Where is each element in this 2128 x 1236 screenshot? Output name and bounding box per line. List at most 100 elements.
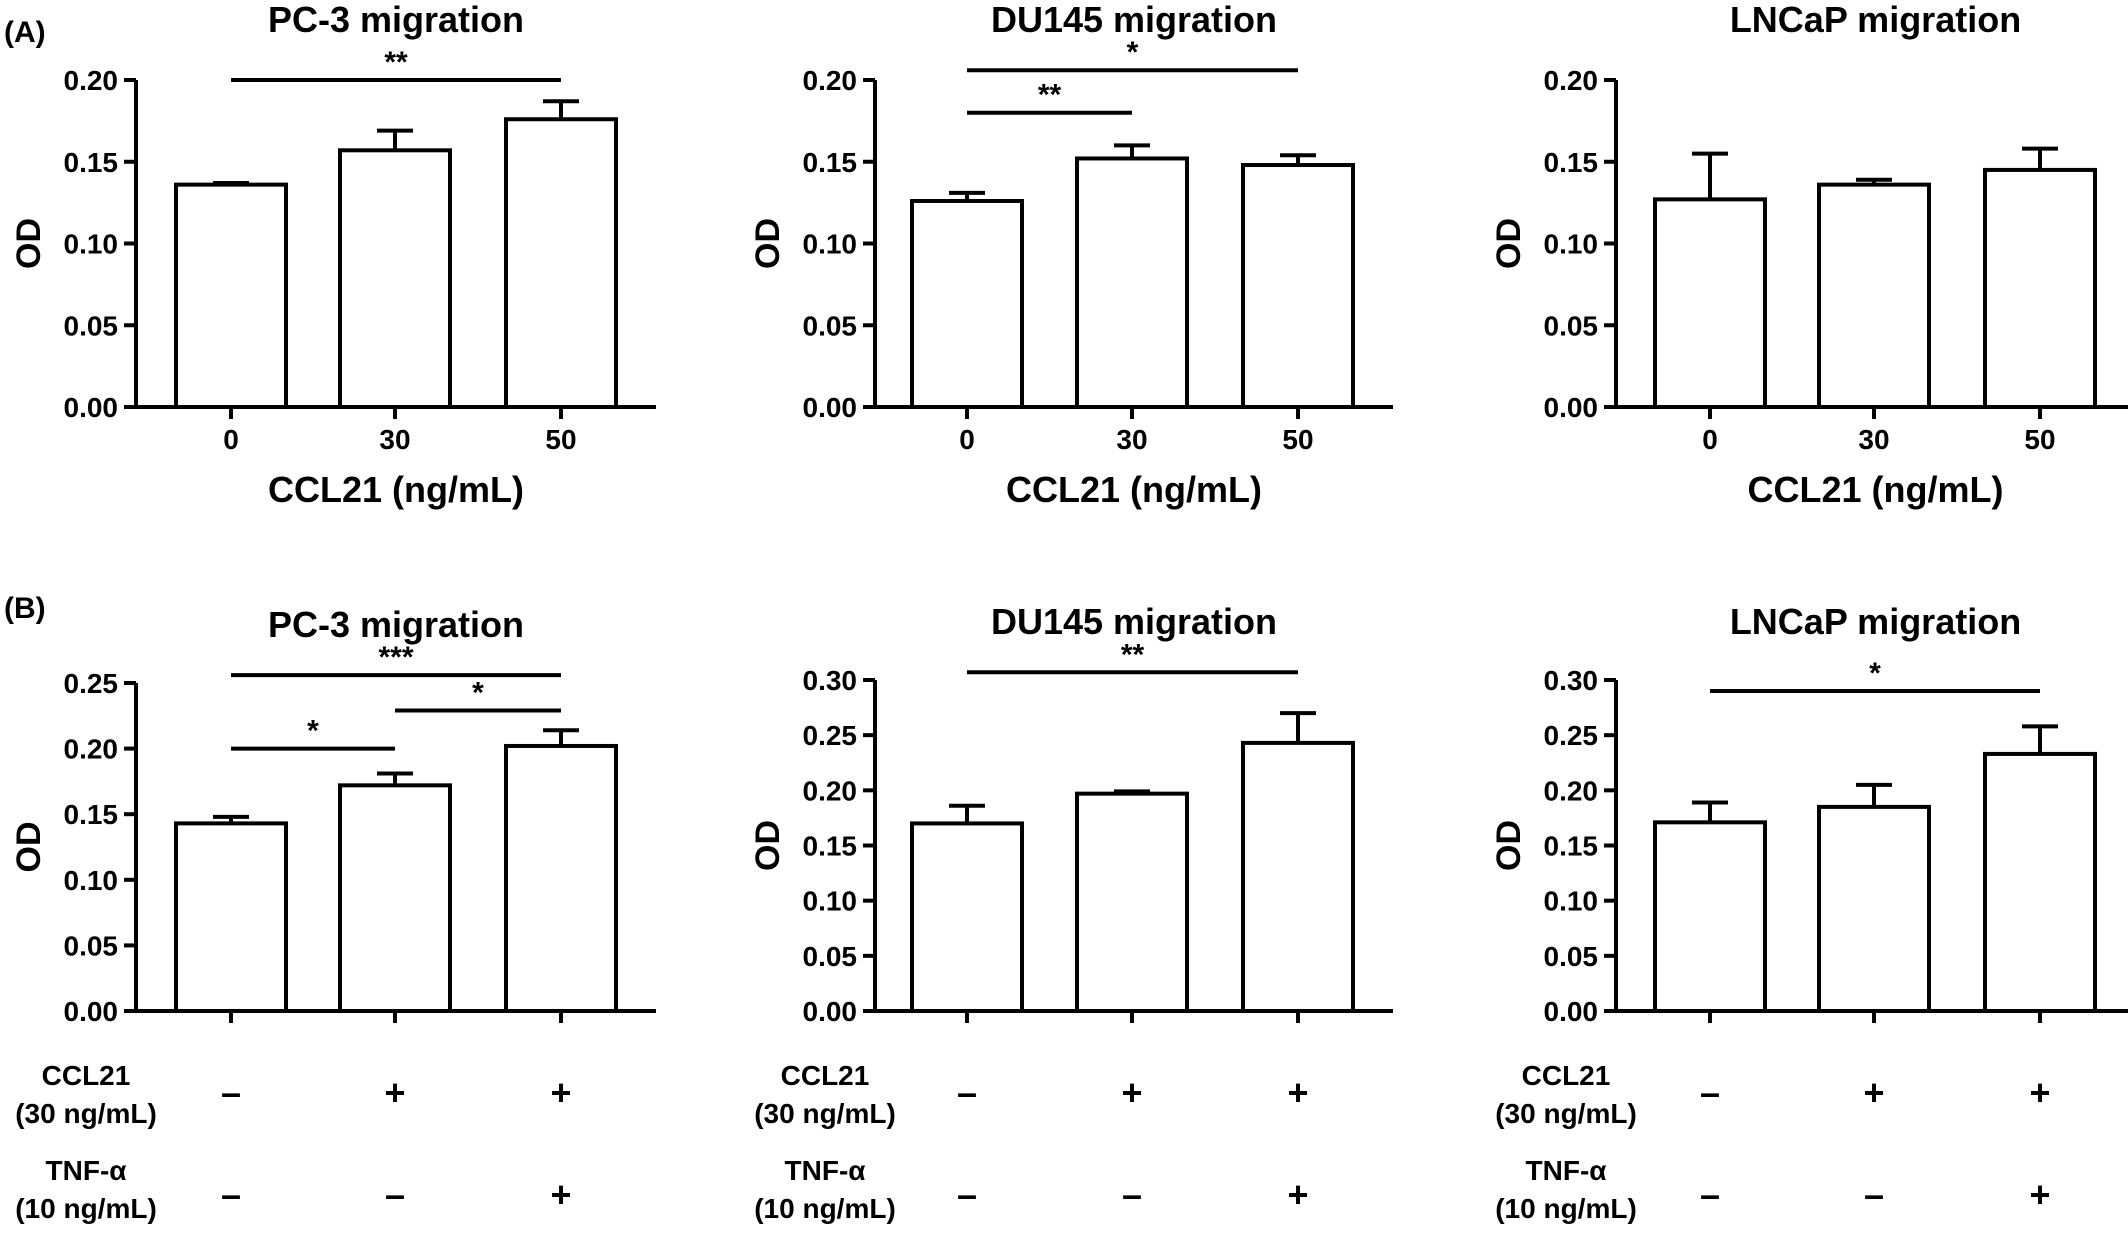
y-tick-label: 0.00 xyxy=(803,996,858,1027)
significance-label: * xyxy=(1127,36,1139,69)
x-tick-label: 50 xyxy=(1282,424,1313,455)
tnf-row-label: TNF-α xyxy=(46,1155,127,1186)
ccl21-row-label-unit: (30 ng/mL) xyxy=(1495,1098,1637,1129)
tnf-sign: – xyxy=(1700,1174,1720,1215)
y-tick-label: 0.10 xyxy=(64,229,119,260)
ccl21-row-label-unit: (30 ng/mL) xyxy=(754,1098,896,1129)
tnf-sign: – xyxy=(221,1174,241,1215)
y-tick-label: 0.00 xyxy=(64,996,119,1027)
bar xyxy=(1075,791,1189,1013)
significance-label: ** xyxy=(384,46,408,79)
bar xyxy=(174,182,288,409)
ccl21-row-label: CCL21 xyxy=(781,1060,870,1091)
y-tick-label: 0.15 xyxy=(803,831,858,862)
y-tick-label: 0.05 xyxy=(803,941,858,972)
bar xyxy=(338,148,452,409)
y-tick-label: 0.10 xyxy=(803,229,858,260)
panel-label-a: (A) xyxy=(4,16,46,49)
significance-label: * xyxy=(472,677,484,710)
y-tick-label: 0.25 xyxy=(64,668,119,699)
ccl21-sign: + xyxy=(550,1072,571,1113)
x-tick-label: 30 xyxy=(1116,424,1147,455)
ccl21-sign: + xyxy=(1863,1072,1884,1113)
significance-label: *** xyxy=(378,641,413,674)
x-tick-label: 0 xyxy=(1702,424,1718,455)
y-tick-label: 0.30 xyxy=(1544,665,1599,696)
tnf-row-label-unit: (10 ng/mL) xyxy=(754,1193,896,1224)
x-tick-label: 50 xyxy=(2024,424,2055,455)
y-tick-label: 0.20 xyxy=(64,65,119,96)
x-tick-label: 30 xyxy=(1858,424,1889,455)
tnf-sign: – xyxy=(385,1174,405,1215)
tnf-sign: + xyxy=(550,1174,571,1215)
bar xyxy=(1817,804,1931,1014)
y-axis-label: OD xyxy=(10,822,48,873)
bar xyxy=(1653,197,1767,409)
x-tick-label: 0 xyxy=(959,424,975,455)
chart-b-pc3: PC-3 migration 0.00 0.05 0.10 0.15 0.20 0.25 OD… xyxy=(10,604,656,1224)
ccl21-sign: + xyxy=(384,1072,405,1113)
x-tick-label: 50 xyxy=(545,424,576,455)
significance-label: * xyxy=(1869,657,1881,690)
tnf-row-label: TNF-α xyxy=(1526,1155,1607,1186)
ccl21-row-label: CCL21 xyxy=(42,1060,131,1091)
significance-label: * xyxy=(307,715,319,748)
ccl21-sign: + xyxy=(1121,1072,1142,1113)
y-tick-label: 0.20 xyxy=(64,734,119,765)
bar xyxy=(338,783,452,1013)
ccl21-sign: + xyxy=(2029,1072,2050,1113)
y-tick-label: 0.10 xyxy=(64,865,119,896)
tnf-sign: – xyxy=(1122,1174,1142,1215)
x-tick-label: 30 xyxy=(379,424,410,455)
y-axis-label: OD xyxy=(1490,820,1528,871)
bar xyxy=(1075,156,1189,409)
y-tick-label: 0.25 xyxy=(803,720,858,751)
significance-label: ** xyxy=(1121,638,1145,671)
ccl21-row-label-unit: (30 ng/mL) xyxy=(15,1098,157,1129)
ccl21-sign: – xyxy=(1700,1072,1720,1113)
chart-title: PC-3 migration xyxy=(268,604,524,645)
panel-label-b: (B) xyxy=(4,592,46,625)
chart-a-lncap: LNCaP migration 0.00 0.05 0.10 0.15 0.20 OD 0 30… xyxy=(1490,0,2128,510)
tnf-row-label-unit: (10 ng/mL) xyxy=(1495,1193,1637,1224)
y-axis-label: OD xyxy=(1490,218,1528,269)
y-tick-label: 0.05 xyxy=(803,310,858,341)
bar xyxy=(1653,820,1767,1014)
bar xyxy=(910,198,1024,409)
chart-a-du145: DU145 migration 0.00 0.05 0.10 0.15 0.20 OD 0 30… xyxy=(749,0,1393,510)
bar xyxy=(504,743,618,1013)
y-axis-label: OD xyxy=(749,218,787,269)
chart-title: LNCaP migration xyxy=(1730,601,2021,642)
y-tick-label: 0.10 xyxy=(1544,886,1599,917)
bar xyxy=(1241,740,1355,1013)
bar xyxy=(910,821,1024,1014)
y-tick-label: 0.20 xyxy=(1544,65,1599,96)
bar xyxy=(1983,751,2097,1013)
x-axis-label: CCL21 (ng/mL) xyxy=(1748,469,2004,510)
y-axis-label: OD xyxy=(749,820,787,871)
chart-b-du145: DU145 migration 0.00 0.05 0.10 0.15 0.20 0.25 0… xyxy=(749,601,1393,1224)
y-tick-label: 0.05 xyxy=(64,310,119,341)
y-tick-label: 0.05 xyxy=(1544,310,1599,341)
chart-title: LNCaP migration xyxy=(1730,0,2021,40)
y-tick-label: 0.00 xyxy=(1544,996,1599,1027)
bar xyxy=(1817,182,1931,409)
ccl21-sign: + xyxy=(1287,1072,1308,1113)
y-tick-label: 0.20 xyxy=(803,775,858,806)
y-tick-label: 0.15 xyxy=(803,147,858,178)
ccl21-row-label: CCL21 xyxy=(1522,1060,1611,1091)
y-tick-label: 0.05 xyxy=(64,930,119,961)
y-tick-label: 0.00 xyxy=(64,392,119,423)
bar xyxy=(1241,163,1355,409)
y-tick-label: 0.20 xyxy=(1544,775,1599,806)
tnf-row-label: TNF-α xyxy=(785,1155,866,1186)
bar xyxy=(504,117,618,410)
tnf-sign: + xyxy=(2029,1174,2050,1215)
tnf-sign: – xyxy=(957,1174,977,1215)
y-tick-label: 0.00 xyxy=(1544,392,1599,423)
chart-title: PC-3 migration xyxy=(268,0,524,40)
chart-b-lncap: LNCaP migration 0.00 0.05 0.10 0.15 0.20 0.25 0… xyxy=(1490,601,2128,1224)
y-tick-label: 0.15 xyxy=(1544,831,1599,862)
ccl21-sign: – xyxy=(957,1072,977,1113)
chart-title: DU145 migration xyxy=(991,0,1277,40)
